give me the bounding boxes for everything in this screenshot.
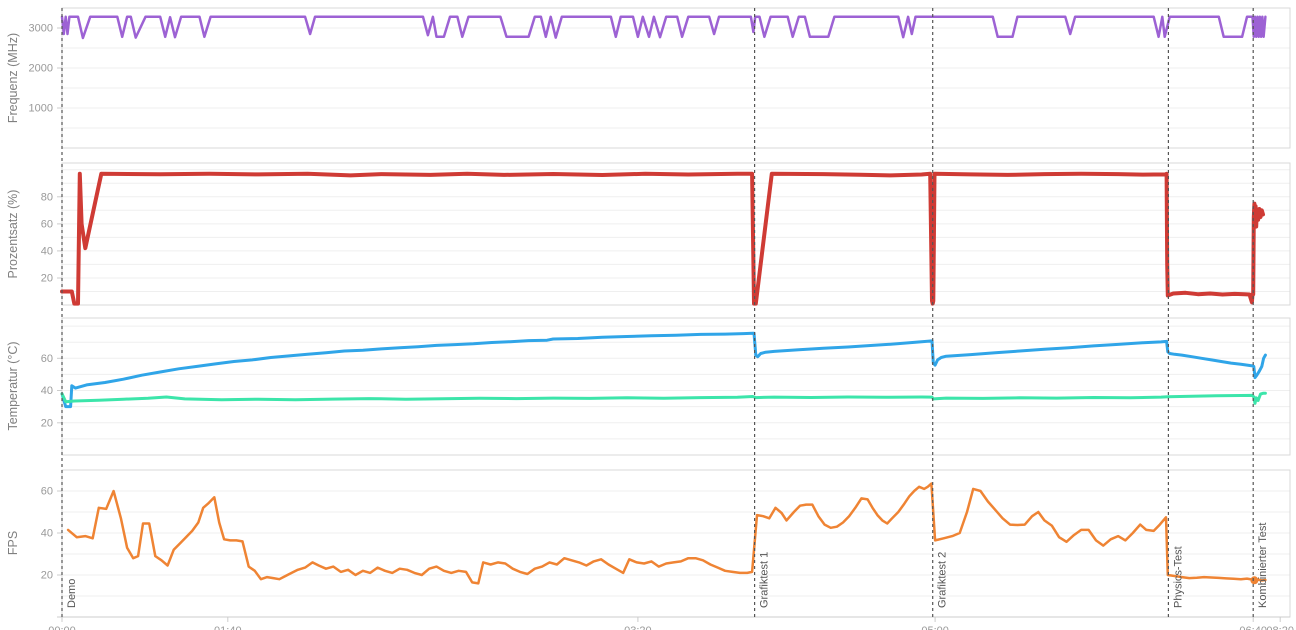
fps-axis-title: FPS: [6, 531, 20, 555]
fps-marker: [1250, 576, 1259, 585]
y-tick-label: 20: [41, 570, 53, 582]
fps-panel: 20 40 60: [41, 469, 1291, 618]
y-tick-label: 40: [41, 385, 53, 397]
y-tick-label: 20: [41, 273, 53, 285]
x-tick-label: 00:00: [48, 625, 76, 630]
y-tick-label: 40: [41, 528, 53, 540]
temperature-axis-title: Temperatur (°C): [6, 341, 20, 430]
panel-border: [61, 162, 1291, 306]
x-axis: 00:00 01:40 03:20 05:00 06:4008:20: [48, 616, 1294, 630]
x-tick-label: 01:40: [214, 625, 242, 630]
phase-label: Grafiktest 1: [759, 552, 771, 608]
y-tick-label: 60: [41, 218, 53, 230]
phase-label: Grafiktest 2: [937, 552, 949, 608]
fps-line: [66, 482, 1267, 585]
phase-label: Kombinierter Test: [1257, 523, 1269, 608]
frequency-panel: 1000 2000 3000: [29, 7, 1291, 149]
phase-markers: Demo Grafiktest 1 Grafiktest 2 Physics-Test…: [61, 8, 1269, 617]
y-tick-label: 60: [41, 486, 53, 498]
x-tick-label: 05:00: [921, 625, 949, 630]
y-tick-label: 40: [41, 245, 53, 257]
frequency-axis-title: Frequenz (MHz): [6, 33, 20, 123]
x-tick-label: 06:40: [1239, 625, 1267, 630]
mainboard-temperature-line: [60, 391, 1267, 405]
cpu-frequency-line: [60, 15, 1267, 40]
y-tick-label: 20: [41, 417, 53, 429]
x-tick-label: 08:20: [1266, 625, 1294, 630]
panel-border: [61, 317, 1291, 456]
cpu-temperature-line: [60, 331, 1267, 409]
panel-border: [61, 7, 1291, 149]
percentage-axis-title: Prozentsatz (%): [6, 190, 20, 279]
phase-label: Demo: [66, 579, 78, 608]
cpu-load-line: [60, 171, 1265, 306]
temperature-panel: 20 40 60: [41, 317, 1291, 456]
y-tick-label: 3000: [29, 23, 53, 35]
y-tick-label: 2000: [29, 63, 53, 75]
y-tick-label: 1000: [29, 103, 53, 115]
y-tick-label: 60: [41, 353, 53, 365]
phase-label: Physics-Test: [1172, 546, 1184, 608]
x-tick-label: 03:20: [624, 625, 652, 630]
y-tick-label: 80: [41, 191, 53, 203]
percentage-panel: 20 40 60 80: [41, 162, 1291, 306]
